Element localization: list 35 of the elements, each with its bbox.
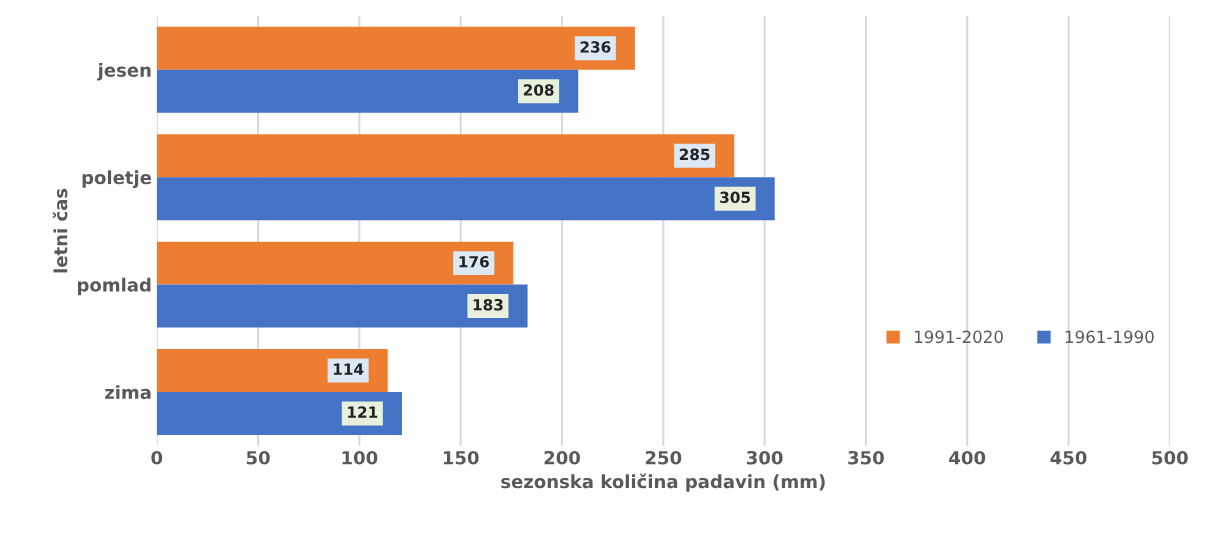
x-tick-label: 100 — [342, 450, 378, 465]
y-axis-title: letni čas — [52, 188, 68, 273]
data-label: 285 — [679, 148, 710, 161]
y-tick-label: poletje — [82, 170, 152, 188]
data-label: 114 — [333, 363, 364, 375]
data-label: 121 — [348, 406, 378, 418]
data-label: 305 — [720, 191, 750, 204]
bar — [156, 134, 735, 178]
bar — [156, 26, 635, 70]
y-tick-label: jesen — [97, 62, 151, 81]
bar — [156, 284, 528, 328]
x-axis-title: sezonska količina padavin (mm) — [501, 473, 825, 492]
x-tick-label: 500 — [1152, 450, 1188, 465]
bar — [156, 349, 388, 393]
y-tick-label: zima — [105, 385, 151, 400]
x-tick-label: 300 — [746, 450, 783, 465]
data-label: 176 — [459, 256, 489, 268]
bar — [156, 69, 579, 113]
data-label: 208 — [523, 84, 554, 96]
x-tick-label: 150 — [443, 450, 479, 465]
x-tick-label: 250 — [645, 450, 682, 465]
x-tick-label: 50 — [246, 450, 270, 465]
x-tick-label: 350 — [848, 450, 884, 465]
bar — [156, 392, 402, 435]
legend-label: 1991-2020 — [914, 330, 1003, 344]
data-label: 183 — [473, 298, 503, 311]
x-tick-label: 400 — [949, 450, 986, 465]
bar — [156, 241, 514, 285]
y-tick-label: pomlad — [78, 277, 151, 296]
x-tick-label: 0 — [151, 450, 163, 465]
x-tick-label: 200 — [544, 450, 580, 465]
x-tick-label: 450 — [1050, 450, 1087, 465]
bar — [156, 177, 775, 221]
legend-label: 1961-1990 — [1065, 330, 1154, 344]
data-label: 236 — [580, 41, 611, 53]
